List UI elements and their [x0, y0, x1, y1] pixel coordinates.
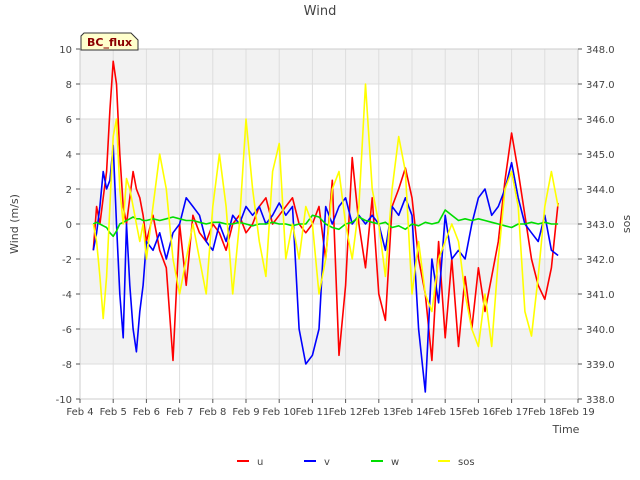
right-y-tick-label: 343.0	[586, 220, 615, 231]
legend: u v w sos	[237, 457, 475, 468]
x-tick-label: Feb 16	[462, 407, 496, 418]
left-y-tick-label: -4	[62, 290, 72, 301]
left-y-tick-label: 10	[59, 45, 72, 56]
right-y-tick-label: 338.0	[586, 395, 615, 406]
x-tick-label: Feb 15	[428, 407, 462, 418]
plot-band	[80, 119, 578, 154]
left-y-tick-label: 0	[66, 220, 72, 231]
left-y-tick-label: 8	[66, 80, 72, 91]
right-y-tick-label: 345.0	[586, 150, 615, 161]
badge-label: BC_flux	[87, 36, 132, 49]
right-y-tick-label: 342.0	[586, 255, 615, 266]
chart-title: Wind	[304, 4, 337, 19]
left-y-tick-label: -8	[62, 360, 72, 371]
x-tick-label: Feb 7	[166, 407, 193, 418]
x-tick-label: Feb 9	[232, 407, 259, 418]
x-tick-label: Feb 10	[262, 407, 296, 418]
series-layer	[92, 60, 559, 393]
x-tick-label: Feb 12	[329, 407, 363, 418]
x-tick-label: Feb 5	[100, 407, 127, 418]
plot-band	[80, 329, 578, 364]
left-y-tick-label: 2	[66, 185, 72, 196]
series-line-v	[92, 144, 559, 393]
x-tick-label: Feb 4	[66, 407, 93, 418]
series-line-w	[92, 209, 559, 238]
right-y-tick-label: 339.0	[586, 360, 615, 371]
right-y-axis-ticks: 338.0 339.0 340.0 341.0 342.0 343.0 344.0 345.0…	[578, 45, 615, 406]
x-tick-label: Feb 14	[395, 407, 429, 418]
right-y-tick-label: 341.0	[586, 290, 615, 301]
left-y-tick-label: 6	[66, 115, 72, 126]
legend-label-sos: sos	[458, 457, 475, 468]
x-tick-label: Feb 17	[495, 407, 529, 418]
right-y-tick-label: 348.0	[586, 45, 615, 56]
right-y-tick-label: 340.0	[586, 325, 615, 336]
x-tick-label: Feb 6	[133, 407, 160, 418]
plot-band	[80, 49, 578, 84]
x-tick-label: Feb 13	[362, 407, 396, 418]
left-y-axis-ticks: -10 -8 -6 -4 -2 0 2 4 6 8 10	[56, 45, 80, 406]
x-tick-label: Feb 19	[561, 407, 595, 418]
badge-box	[80, 32, 139, 51]
left-y-axis-label: Wind (m/s)	[8, 194, 21, 254]
plot-bands	[80, 49, 578, 364]
x-tick-label: Feb 8	[199, 407, 226, 418]
badge: BC_flux	[80, 32, 139, 51]
left-y-tick-label: -10	[56, 395, 72, 406]
legend-label-u: u	[257, 457, 263, 468]
x-tick-label: Feb 11	[296, 407, 330, 418]
series-line-sos	[92, 83, 559, 348]
right-y-axis-label: sos	[620, 215, 633, 233]
legend-label-w: w	[391, 457, 399, 468]
right-y-tick-label: 344.0	[586, 185, 615, 196]
left-y-tick-label: 4	[66, 150, 72, 161]
left-y-tick-label: -6	[62, 325, 72, 336]
right-y-tick-label: 347.0	[586, 80, 615, 91]
left-y-tick-label: -2	[62, 255, 72, 266]
plot-band	[80, 259, 578, 294]
right-y-tick-label: 346.0	[586, 115, 615, 126]
legend-label-v: v	[324, 457, 330, 468]
x-axis-label: Time	[552, 423, 580, 436]
x-tick-label: Feb 18	[528, 407, 562, 418]
x-axis-ticks: Feb 4 Feb 5 Feb 6 Feb 7 Feb 8 Feb 9 Feb 10 Feb …	[66, 399, 595, 418]
